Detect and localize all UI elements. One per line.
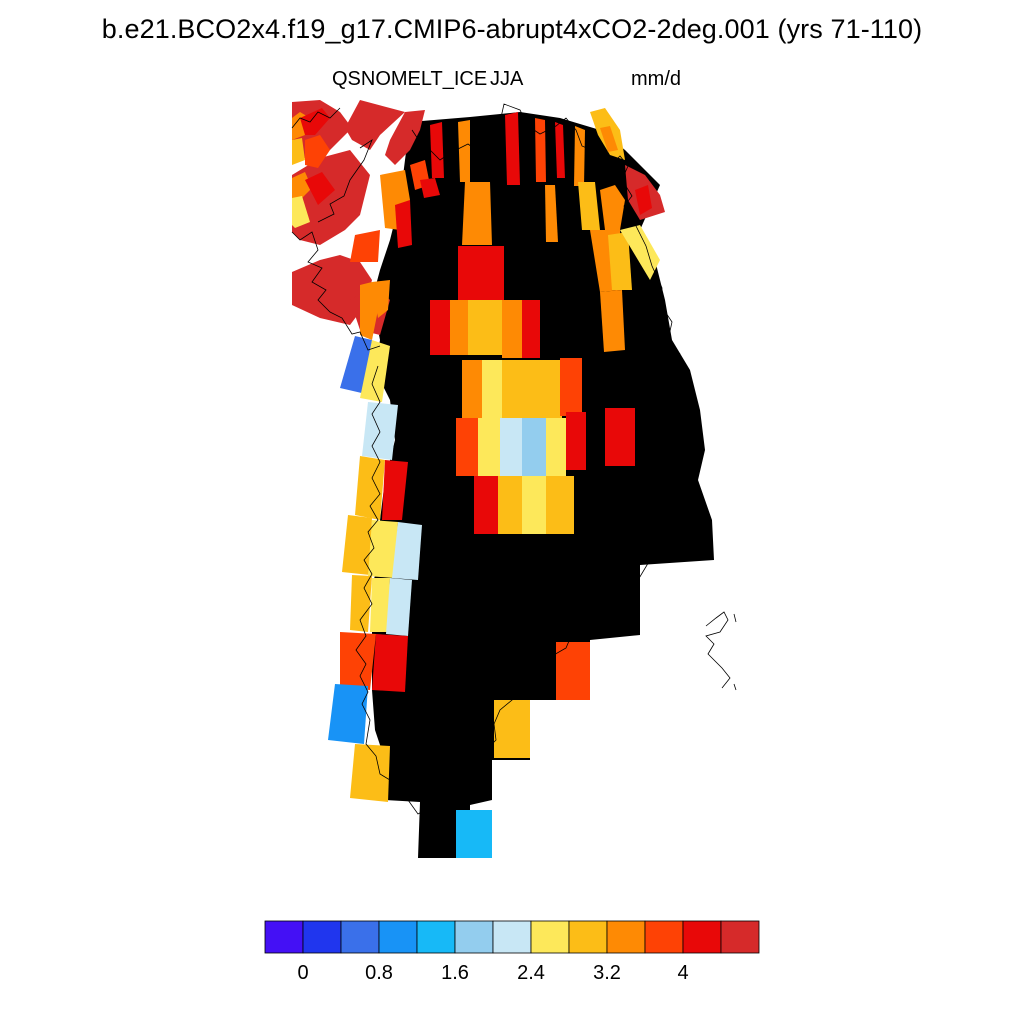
- map-cell: [305, 135, 330, 168]
- map-cell: [545, 185, 558, 242]
- colorbar-tick-label: 0.8: [365, 962, 393, 984]
- map-cell: [292, 196, 310, 228]
- map-cell: [505, 112, 520, 185]
- variable-label: QSNOMELT_ICE: [332, 68, 488, 90]
- map-cell: [498, 476, 522, 534]
- season-label: JJA: [490, 68, 524, 90]
- map-cell: [502, 300, 522, 358]
- map-cell: [372, 280, 390, 318]
- colorbar-box: [340, 920, 380, 954]
- map-cell: [482, 360, 502, 418]
- map-cell: [395, 200, 412, 248]
- map-cell: [600, 185, 625, 230]
- map-cell: [386, 578, 412, 636]
- colorbar-boxes: [264, 920, 760, 954]
- map-cell: [345, 100, 405, 150]
- map-cell: [500, 418, 522, 476]
- map-cell: [474, 476, 498, 534]
- map-cell: [566, 412, 586, 470]
- map-cell: [350, 575, 372, 632]
- map-cell: [420, 178, 440, 198]
- map-cell: [355, 456, 385, 520]
- map-cell: [522, 300, 540, 358]
- colorbar-tick-label: 0: [297, 962, 309, 984]
- colorbar-box: [568, 920, 608, 954]
- colorbar-box: [378, 920, 418, 954]
- map-cell: [450, 300, 468, 355]
- colorbar-box: [530, 920, 570, 954]
- map-cell: [605, 408, 635, 466]
- colorbar-tick-label: 4: [677, 962, 689, 984]
- map-cell: [522, 476, 546, 534]
- map-cell: [456, 418, 478, 476]
- map-cell: [462, 182, 492, 245]
- map-cell: [456, 810, 492, 858]
- colorbar-box: [416, 920, 456, 954]
- map-cell: [522, 418, 546, 476]
- map-cells: [292, 100, 714, 858]
- map-cell: [556, 642, 590, 700]
- map-cell: [392, 522, 422, 580]
- colorbar-tick-label: 2.4: [517, 962, 545, 984]
- map-cell: [578, 182, 600, 230]
- map-cell: [555, 122, 565, 178]
- map-cell: [502, 360, 562, 418]
- map-cell: [292, 138, 305, 165]
- map-cell: [350, 230, 380, 262]
- map-cell: [600, 126, 618, 152]
- map-cell: [635, 185, 652, 215]
- map-cell: [292, 255, 372, 325]
- map-cell: [430, 300, 450, 355]
- colorbar-box: [264, 920, 304, 954]
- map-cell: [362, 402, 398, 460]
- colorbar-box: [720, 920, 760, 954]
- map-cell: [462, 360, 482, 418]
- map-cell: [292, 150, 370, 245]
- colorbar-box: [492, 920, 532, 954]
- colorbar-box: [454, 920, 494, 954]
- colorbar-box: [606, 920, 646, 954]
- colorbar-box: [644, 920, 684, 954]
- map-cell: [385, 110, 425, 165]
- plot-title: b.e21.BCO2x4.f19_g17.CMIP6-abrupt4xCO2-2…: [101, 14, 923, 44]
- colorbar-box: [302, 920, 342, 954]
- map-cell: [300, 108, 330, 135]
- map-cell: [478, 418, 500, 476]
- map-cell: [600, 290, 625, 352]
- map-cell: [305, 172, 335, 205]
- units-label: mm/d: [631, 68, 681, 90]
- map-cell: [328, 684, 368, 744]
- map-cell: [360, 340, 390, 402]
- map-cell: [340, 632, 376, 690]
- map-cell: [560, 358, 582, 416]
- map-cell: [468, 300, 502, 355]
- map-cell: [368, 520, 398, 578]
- colorbar-box: [682, 920, 722, 954]
- map-cell: [458, 120, 470, 182]
- coastline: [291, 103, 737, 815]
- map-cell: [546, 476, 574, 534]
- map-cell: [292, 172, 312, 200]
- map-cell: [350, 744, 390, 802]
- map-cell: [372, 634, 408, 692]
- map-cell: [430, 122, 444, 178]
- map-cell: [494, 700, 530, 758]
- colorbar-tick-label: 3.2: [593, 962, 621, 984]
- map-cell: [608, 232, 632, 290]
- map-cell: [370, 578, 390, 632]
- map-cell: [620, 225, 660, 280]
- map-cell: [458, 246, 504, 300]
- map-cell: [574, 126, 585, 186]
- map-cell: [382, 460, 408, 520]
- map-cell: [546, 418, 566, 476]
- colorbar-tick-label: 1.6: [441, 962, 469, 984]
- map-cell: [535, 118, 546, 182]
